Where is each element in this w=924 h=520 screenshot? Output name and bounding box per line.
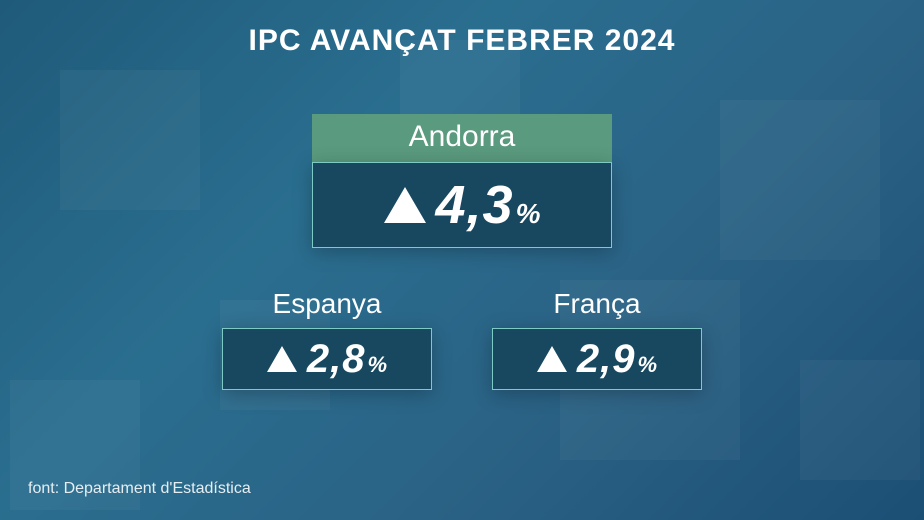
secondary-label-1: França: [492, 288, 702, 328]
secondary-value-1: 2,9: [577, 337, 636, 381]
secondary-value-0: 2,8: [307, 337, 366, 381]
secondary-value-box-1: 2,9%: [492, 328, 702, 390]
secondary-row: Espanya 2,8% França 2,9%: [222, 288, 702, 390]
secondary-unit-0: %: [368, 352, 388, 377]
primary-label: Andorra: [312, 114, 612, 162]
primary-value-box: 4,3%: [312, 162, 612, 248]
up-triangle-icon: [384, 187, 426, 223]
content: IPC AVANÇAT FEBRER 2024 Andorra 4,3% Esp…: [0, 0, 924, 520]
primary-block: Andorra 4,3%: [312, 114, 612, 248]
up-triangle-icon: [537, 346, 567, 372]
page-title: IPC AVANÇAT FEBRER 2024: [249, 24, 676, 58]
primary-unit: %: [516, 198, 541, 229]
primary-value: 4,3: [436, 175, 514, 235]
secondary-block-1: França 2,9%: [492, 288, 702, 390]
secondary-value-wrap-1: 2,9%: [577, 337, 657, 382]
secondary-label-0: Espanya: [222, 288, 432, 328]
secondary-value-box-0: 2,8%: [222, 328, 432, 390]
up-triangle-icon: [267, 346, 297, 372]
secondary-value-wrap-0: 2,8%: [307, 337, 387, 382]
primary-value-wrap: 4,3%: [436, 174, 541, 236]
secondary-block-0: Espanya 2,8%: [222, 288, 432, 390]
secondary-unit-1: %: [638, 352, 658, 377]
footer-source: font: Departament d'Estadística: [28, 480, 251, 498]
